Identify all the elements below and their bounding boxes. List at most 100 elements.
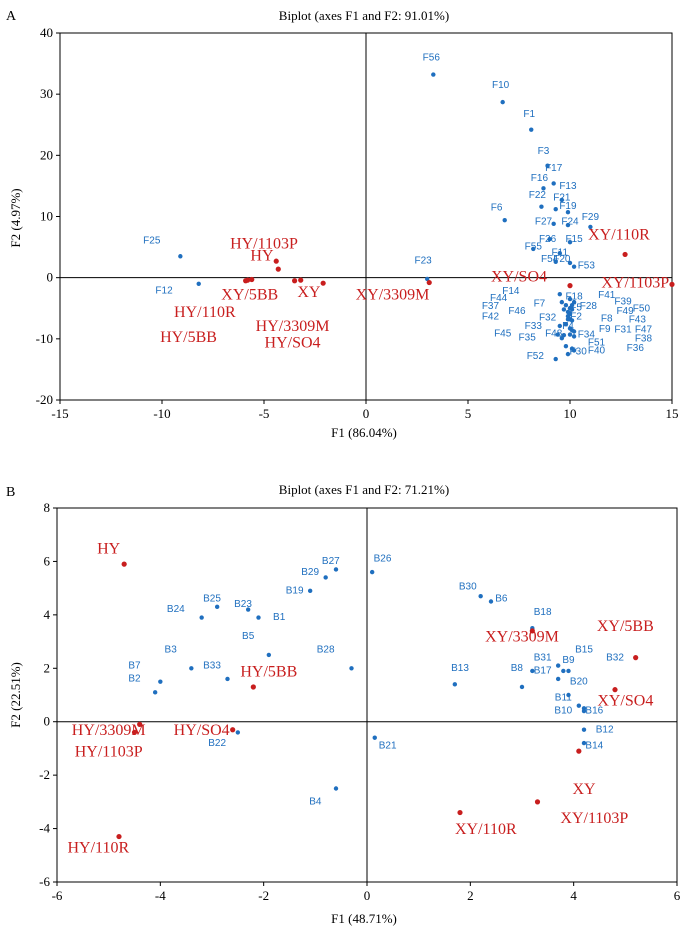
panel-a-variable-f26-label: F26 — [539, 234, 557, 245]
panel-b-sample-xy-110r-point — [457, 809, 463, 816]
panel-a-title: Biplot (axes F1 and F2: 91.01%) — [279, 8, 449, 23]
panel-a-sample-xy-point — [320, 280, 326, 286]
panel-b-variable-b13-label: B13 — [451, 663, 469, 674]
panel-b-variable-b31-label: B31 — [534, 652, 552, 663]
panel-a-y-tick-label: 10 — [40, 209, 53, 224]
panel-a-x-axis-label: F1 (86.04%) — [331, 425, 397, 440]
panel-b-x-tick-label: -4 — [155, 888, 166, 903]
panel-b-variable-b33-label: B33 — [203, 660, 221, 671]
panel-a-variable-f28-label: F28 — [580, 301, 598, 312]
panel-a-sample-xy-1103p-point — [669, 281, 675, 287]
panel-a-variable-f6-point — [502, 217, 507, 223]
panel-a-variable-f54-point — [553, 259, 558, 264]
panel-a-y-tick-label: 20 — [40, 147, 53, 162]
panel-b-y-tick-label: 0 — [44, 714, 51, 729]
panel-b-variable-b1-point — [256, 615, 261, 620]
panel-a-variable-f1-point — [529, 127, 534, 132]
panel-b-sample-xy-110r-label: XY/110R — [455, 821, 517, 838]
panel-b-variable-b31-point — [561, 668, 566, 674]
panel-a-variable-f46-label: F46 — [508, 306, 526, 317]
panel-b-sample-hy-1103p-point — [131, 729, 138, 736]
panel-a-x-tick-label: 0 — [363, 406, 370, 421]
panel-b-sample-xy-3309m-label: XY/3309M — [485, 629, 559, 646]
panel-b-variable-b20-label: B20 — [570, 676, 588, 687]
panel-b-variable-b15-label: B15 — [575, 644, 593, 655]
panel-a-variable-f16-label: F16 — [531, 173, 549, 184]
panel-a-variable-f15-point — [567, 239, 573, 245]
panel-b-variable-b23-point — [245, 607, 251, 612]
panel-a-sample-hy-so4-point — [298, 277, 304, 283]
panel-b-variable-b1-label: B1 — [273, 612, 286, 623]
panel-b-variable-b9-point — [555, 676, 561, 682]
panel-b-y-axis-label: F2 (22.51%) — [8, 662, 23, 728]
panel-b-variable-b6-label: B6 — [495, 594, 508, 605]
panel-a-letter: A — [6, 9, 17, 24]
panel-a-variable-f13-point — [559, 197, 565, 203]
panel-a-y-tick-label: 40 — [40, 25, 53, 40]
panel-b-variable-b19-point — [307, 588, 313, 594]
panel-a-sample-hy-110r-label: HY/110R — [174, 304, 236, 321]
panel-a-variable-f11-point — [557, 251, 562, 256]
panel-a-variable-f27-point — [551, 221, 556, 227]
panel-a-sample-xy-1103p-label: XY/1103P — [601, 274, 669, 291]
panel-a-variable-f21-label: F21 — [553, 193, 571, 204]
panel-a-variable-f12-point — [196, 281, 201, 286]
panel-a-variable-f37-point — [561, 307, 567, 312]
panel-a-y-tick-label: -10 — [36, 331, 53, 346]
panel-a-variable-f36-label: F36 — [627, 343, 645, 354]
panel-b-variable-b29-point — [323, 575, 328, 580]
panel-b-y-tick-label: 4 — [44, 607, 51, 622]
panel-b-sample-hy-3309m-point — [137, 721, 143, 727]
panel-a-variable-f50-point — [569, 307, 575, 312]
panel-b-x-tick-label: 2 — [467, 888, 474, 903]
panel-b-variable-b18-label: B18 — [534, 607, 552, 618]
panel-a-variable-f30-point — [565, 351, 571, 357]
panel-b-x-tick-label: -2 — [258, 888, 269, 903]
panel-b-variable-b27-point — [333, 567, 339, 572]
panel-b-sample-hy-5bb-point — [250, 684, 256, 690]
panel-b-letter: B — [6, 485, 15, 500]
panel-a-variable-f19-point — [565, 210, 571, 215]
panel-a-x-tick-label: 10 — [564, 406, 577, 421]
panel-a-sample-xy-110r-label: XY/110R — [588, 227, 650, 244]
panel-a-x-tick-label: 15 — [666, 406, 679, 421]
panel-a-y-tick-label: 0 — [47, 270, 54, 285]
panel-a-variable-f34-label: F34 — [578, 330, 596, 341]
panel-a-variable-f40-label: F40 — [588, 346, 606, 357]
panel-a-variable-f10-point — [500, 99, 505, 105]
panel-a-variable-f25-label: F25 — [143, 235, 161, 246]
panel-a-variable-f27-label: F27 — [535, 216, 553, 227]
panel-b-variable-b21-point — [372, 735, 377, 740]
panel-a-variable-f6-label: F6 — [491, 202, 503, 213]
panel-a-variable-f26-point — [547, 236, 552, 242]
panel-a-y-ticks: 40 30 20 10 0 -10 -20 — [36, 25, 60, 407]
panel-a-variable-f35-label: F35 — [519, 333, 537, 344]
panel-a-variable-f43-point — [569, 318, 575, 323]
panel-b-variable-b22-label: B22 — [208, 738, 226, 749]
panel-a-x-ticks: -15 -10 -5 0 5 10 15 — [51, 400, 679, 421]
panel-b-variable-b26-label: B26 — [374, 553, 392, 564]
panel-b-variable-b25-point — [214, 604, 220, 610]
panel-b: B Biplot (axes F1 and F2: 71.21%) -6 -4 -2… — [6, 482, 681, 926]
panel-a-sample-xy-5bb-label: XY/5BB — [221, 287, 278, 304]
panel-a-sample-xy-3309m-label: XY/3309M — [356, 287, 430, 304]
panel-b-variable-b7-point — [152, 690, 158, 695]
panel-a-variable-f38-label: F38 — [635, 333, 653, 344]
panel-b-variable-b3-point — [189, 666, 194, 671]
panel-a-variable-f21-point — [553, 206, 558, 212]
panel-a-sample-hy-point — [273, 258, 279, 264]
panel-a-variable-f47-label: F47 — [635, 325, 653, 336]
panel-b-y-tick-label: -4 — [39, 821, 50, 836]
panel-a-variable-f11-label: F11 — [552, 248, 569, 259]
panel-a-sample-hy-1103p-point — [275, 266, 281, 272]
panel-a-variable-f25-point — [178, 254, 183, 259]
panel-b-variable-b32-point — [566, 668, 571, 674]
panel-a-variable-f38-point — [571, 334, 577, 339]
panel-a-variable-f13-label: F13 — [559, 181, 577, 192]
panel-b-variable-b17-label: B17 — [534, 666, 552, 677]
panel-a-variable-f33-label: F33 — [525, 321, 543, 332]
panel-a-sample-hy-3309m-point — [292, 278, 298, 284]
panel-b-sample-hy-3309m-label: HY/3309M — [72, 722, 146, 739]
